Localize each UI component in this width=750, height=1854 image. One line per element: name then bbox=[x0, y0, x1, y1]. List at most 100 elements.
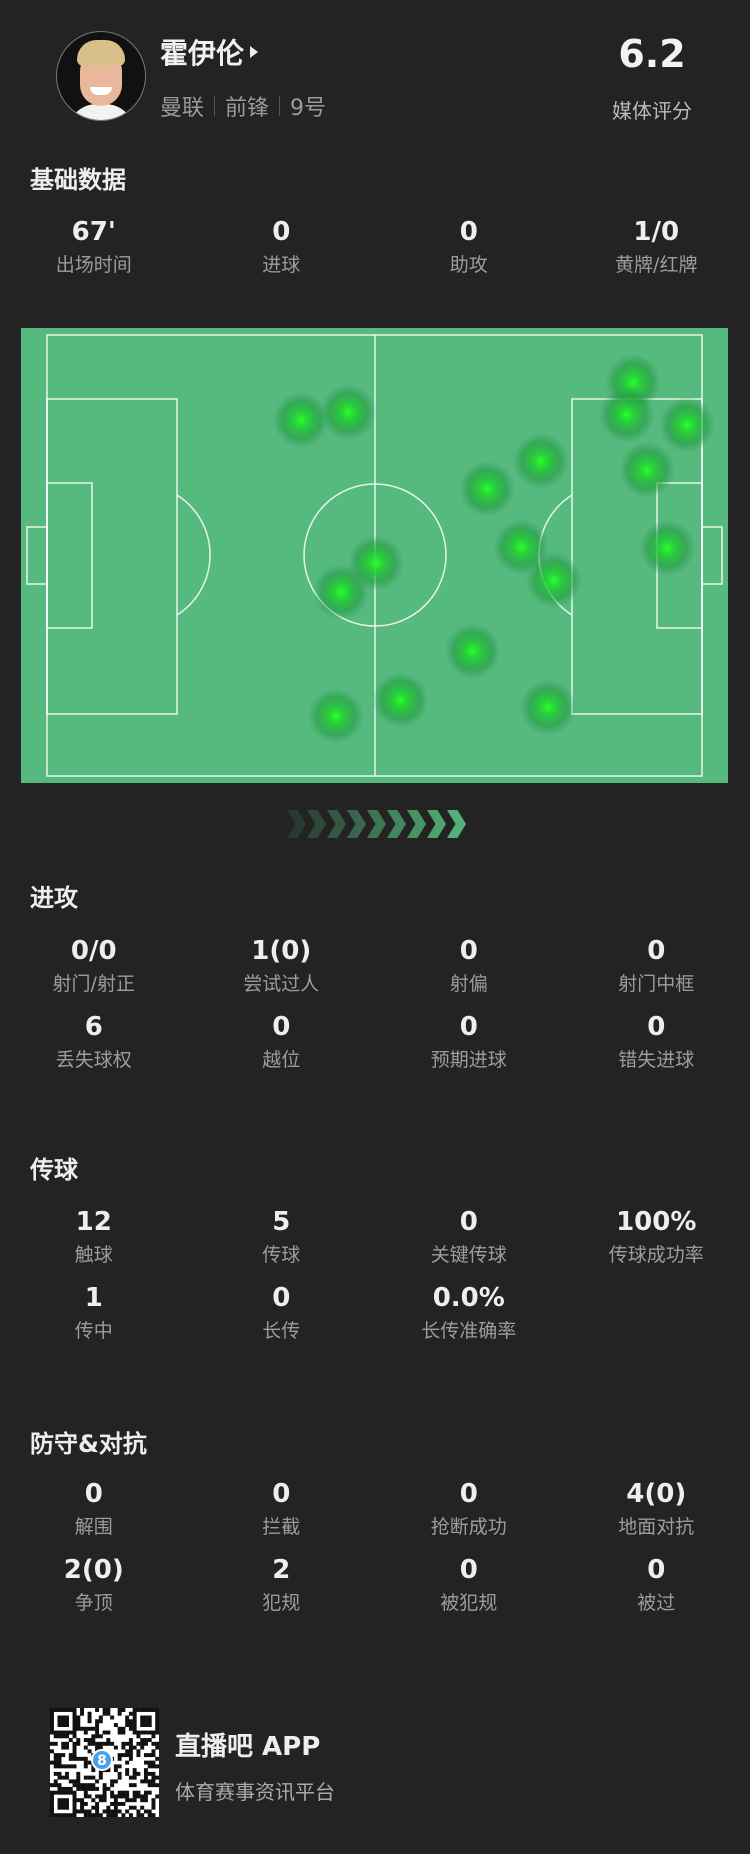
heat-spots bbox=[273, 354, 715, 745]
stat-value: 0/0 bbox=[70, 936, 117, 966]
stat-value: 0 bbox=[459, 936, 478, 966]
stat-defense-7: 0 被过 bbox=[563, 1554, 750, 1630]
stat-value: 1 bbox=[84, 1283, 103, 1313]
chevron-right-icon bbox=[307, 810, 326, 838]
stat-value: 1/0 bbox=[633, 217, 680, 247]
left-goal-area bbox=[46, 482, 93, 629]
stat-value: 4(0) bbox=[626, 1479, 687, 1509]
right-goal bbox=[701, 526, 723, 585]
heatmap-pitch bbox=[21, 328, 728, 783]
left-penalty-arc bbox=[176, 494, 211, 616]
stat-value: 0 bbox=[272, 1283, 291, 1313]
stat-attack-6: 0 预期进球 bbox=[375, 1011, 563, 1087]
stat-passing-5: 0 长传 bbox=[188, 1282, 376, 1358]
app-name: 直播吧 APP bbox=[175, 1732, 321, 1762]
stat-attack-1: 1(0) 尝试过人 bbox=[188, 935, 376, 1011]
heat-spot-13 bbox=[444, 623, 501, 680]
chevron-right-icon bbox=[407, 810, 426, 838]
center-circle bbox=[303, 483, 447, 627]
stat-value: 0 bbox=[459, 1207, 478, 1237]
stat-label: 射门中框 bbox=[618, 973, 695, 995]
team-name: 曼联 bbox=[160, 96, 205, 121]
stat-value: 2 bbox=[272, 1555, 291, 1585]
attack-direction-indicator bbox=[287, 810, 467, 838]
heat-spot-1 bbox=[320, 384, 377, 441]
stat-value: 0 bbox=[459, 217, 478, 247]
heat-spot-14 bbox=[372, 672, 429, 729]
stat-label: 长传准确率 bbox=[421, 1320, 517, 1342]
stat-defense-6: 0 被犯规 bbox=[375, 1554, 563, 1630]
section-title-passing: 传球 bbox=[30, 1156, 78, 1184]
player-meta: 曼联 前锋 9号 bbox=[160, 90, 326, 122]
stat-attack-3: 0 射门中框 bbox=[563, 935, 750, 1011]
stat-label: 被犯规 bbox=[440, 1592, 498, 1614]
stat-label: 射偏 bbox=[449, 973, 488, 995]
app-qr-code: 8 bbox=[50, 1708, 160, 1818]
stat-label: 犯规 bbox=[262, 1592, 301, 1614]
attack-stats-grid: 0/0 射门/射正 1(0) 尝试过人 0 射偏 0 射门中框 6 丢失球权 0 越位 0 预期进球 0 错失… bbox=[0, 935, 750, 1087]
stat-attack-5: 0 越位 bbox=[188, 1011, 376, 1087]
stat-label: 传球成功率 bbox=[608, 1244, 704, 1266]
stat-value: 0 bbox=[647, 936, 666, 966]
stat-label: 丢失球权 bbox=[55, 1049, 132, 1071]
stat-passing-0: 12 触球 bbox=[0, 1206, 188, 1282]
stat-label: 地面对抗 bbox=[618, 1516, 695, 1538]
stat-value: 0 bbox=[272, 217, 291, 247]
section-title-attack: 进攻 bbox=[30, 884, 78, 912]
stat-passing-1: 5 传球 bbox=[188, 1206, 376, 1282]
heat-spot-5 bbox=[512, 433, 569, 490]
stat-label: 黄牌/红牌 bbox=[615, 254, 698, 276]
stat-label: 传中 bbox=[74, 1320, 113, 1342]
stat-label: 触球 bbox=[74, 1244, 113, 1266]
stat-label: 预期进球 bbox=[430, 1049, 507, 1071]
app-tagline: 体育赛事资讯平台 bbox=[175, 1780, 335, 1804]
stat-label: 争顶 bbox=[74, 1592, 113, 1614]
stat-basic-3: 1/0 黄牌/红牌 bbox=[563, 216, 750, 292]
stat-defense-3: 4(0) 地面对抗 bbox=[563, 1478, 750, 1554]
stat-value: 0 bbox=[647, 1012, 666, 1042]
stat-label: 被过 bbox=[637, 1592, 676, 1614]
chevron-right-icon bbox=[287, 810, 306, 838]
app-logo-icon bbox=[91, 1749, 113, 1771]
stat-passing-4: 1 传中 bbox=[0, 1282, 188, 1358]
player-number: 9号 bbox=[290, 96, 327, 121]
section-title-defense: 防守&对抗 bbox=[30, 1430, 147, 1458]
stat-attack-0: 0/0 射门/射正 bbox=[0, 935, 188, 1011]
stat-attack-7: 0 错失进球 bbox=[563, 1011, 750, 1087]
stat-passing-3: 100% 传球成功率 bbox=[563, 1206, 750, 1282]
chevron-right-icon bbox=[427, 810, 446, 838]
media-rating-label: 媒体评分 bbox=[612, 99, 692, 123]
heat-spot-15 bbox=[307, 688, 364, 745]
basic-stats-grid: 67' 出场时间 0 进球 0 助攻 1/0 黄牌/红牌 bbox=[0, 216, 750, 292]
heat-spot-7 bbox=[618, 441, 675, 498]
app-logo-badge: 8 bbox=[97, 1753, 107, 1769]
player-name-link[interactable]: 霍伊伦 bbox=[160, 32, 259, 72]
player-avatar bbox=[56, 31, 146, 121]
stat-value: 0 bbox=[459, 1012, 478, 1042]
heat-spot-10 bbox=[525, 552, 582, 609]
stat-basic-0: 67' 出场时间 bbox=[0, 216, 188, 292]
divider bbox=[214, 96, 216, 116]
heat-spot-9 bbox=[639, 520, 696, 577]
stat-defense-4: 2(0) 争顶 bbox=[0, 1554, 188, 1630]
left-penalty-box bbox=[46, 398, 178, 715]
chevron-right-icon bbox=[447, 810, 466, 838]
heat-spot-0 bbox=[273, 392, 330, 449]
stat-attack-2: 0 射偏 bbox=[375, 935, 563, 1011]
player-position: 前锋 bbox=[225, 96, 270, 121]
stat-label: 拦截 bbox=[262, 1516, 301, 1538]
stat-basic-1: 0 进球 bbox=[188, 216, 376, 292]
divider bbox=[279, 96, 281, 116]
passing-stats-grid: 12 触球 5 传球 0 关键传球 100% 传球成功率 1 传中 0 长传 0.0% 长传准确率 bbox=[0, 1206, 750, 1358]
stat-passing-6: 0.0% 长传准确率 bbox=[375, 1282, 563, 1358]
heat-spot-6 bbox=[459, 460, 516, 517]
player-name: 霍伊伦 bbox=[160, 37, 245, 70]
stat-label: 尝试过人 bbox=[243, 973, 320, 995]
stat-value: 0.0% bbox=[432, 1283, 505, 1313]
stat-label: 出场时间 bbox=[55, 254, 132, 276]
stat-value: 12 bbox=[75, 1207, 112, 1237]
stat-value: 0 bbox=[459, 1555, 478, 1585]
stat-value: 100% bbox=[616, 1207, 697, 1237]
defense-stats-grid: 0 解围 0 拦截 0 抢断成功 4(0) 地面对抗 2(0) 争顶 2 犯规 0 被犯规 0 被过 bbox=[0, 1478, 750, 1630]
stat-value: 2(0) bbox=[63, 1555, 124, 1585]
